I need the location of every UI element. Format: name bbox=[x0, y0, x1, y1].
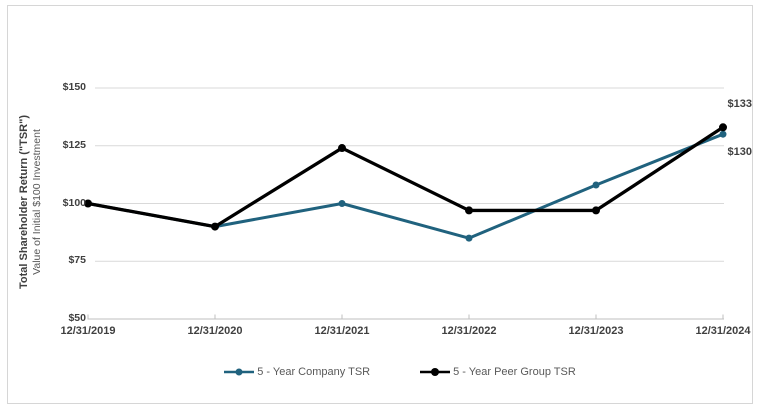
y-axis-title-line1: Total Shareholder Return ("TSR") bbox=[18, 114, 30, 290]
x-tick-label-2022: 12/31/2022 bbox=[441, 325, 497, 337]
company-tsr-legend-marker-icon bbox=[224, 368, 255, 376]
legend-entry-peer-group-tsr: 5 - Year Peer Group TSR bbox=[420, 366, 576, 378]
company-tsr-data-point bbox=[338, 200, 346, 207]
legend-label-peer-group-tsr: 5 - Year Peer Group TSR bbox=[453, 366, 576, 378]
peer-group-tsr-data-point bbox=[338, 144, 346, 153]
peer-group-tsr-data-point bbox=[84, 199, 92, 208]
x-tick-label-2019: 12/31/2019 bbox=[60, 325, 116, 337]
company-tsr-data-point bbox=[592, 181, 600, 189]
chart-card bbox=[7, 5, 753, 404]
peer-group-tsr-data-point bbox=[465, 206, 473, 215]
legend-label-company-tsr: 5 - Year Company TSR bbox=[257, 366, 371, 378]
y-tick-label-125: $125 bbox=[62, 139, 86, 151]
peer-group-tsr-data-point bbox=[719, 123, 727, 132]
x-tick-label-2023: 12/31/2023 bbox=[568, 325, 624, 337]
y-tick-label-75: $75 bbox=[68, 254, 86, 266]
peer-group-tsr-data-point bbox=[592, 206, 600, 215]
company-tsr-data-point bbox=[465, 234, 473, 242]
y-tick-label-50: $50 bbox=[68, 312, 86, 324]
company-tsr-data-point bbox=[719, 130, 727, 138]
company-tsr-end-value-label: $130 bbox=[727, 146, 752, 158]
x-tick-label-2024: 12/31/2024 bbox=[695, 325, 751, 337]
peer-tsr-end-value-label: $133 bbox=[727, 98, 752, 110]
company-tsr-line bbox=[86, 132, 725, 240]
x-tick-label-2021: 12/31/2021 bbox=[314, 325, 370, 337]
x-tick-label-2020: 12/31/2020 bbox=[187, 325, 243, 337]
y-tick-label-100: $100 bbox=[62, 197, 86, 209]
legend: 5 - Year Company TSR 5 - Year Peer Group… bbox=[60, 363, 740, 381]
y-tick-label-150: $150 bbox=[62, 81, 86, 93]
peer-group-tsr-legend-marker-icon bbox=[420, 368, 451, 376]
peer-group-tsr-line bbox=[86, 125, 725, 229]
peer-group-tsr-data-point bbox=[211, 222, 219, 231]
legend-entry-company-tsr: 5 - Year Company TSR bbox=[224, 366, 370, 378]
